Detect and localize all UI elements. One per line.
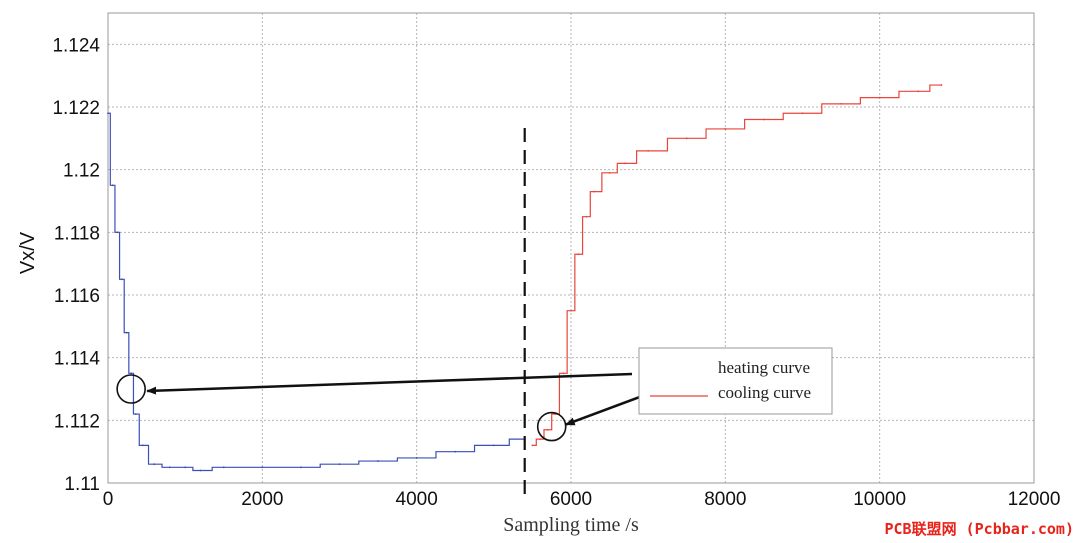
series-point-heating — [492, 444, 495, 447]
annotations — [116, 372, 646, 442]
series-point-cooling — [917, 90, 920, 93]
series-point-cooling — [539, 438, 542, 441]
series-point-heating — [153, 463, 156, 466]
series-line-heating — [108, 112, 525, 472]
series-point-heating — [111, 184, 114, 187]
y-tick-label: 1.112 — [54, 411, 100, 432]
series-point-heating — [134, 413, 137, 415]
series-point-heating — [199, 469, 202, 472]
series-point-cooling — [763, 118, 765, 121]
series-point-cooling — [878, 96, 881, 99]
series-point-heating — [261, 466, 264, 469]
series-point-heating — [377, 460, 379, 462]
series-point-heating — [454, 450, 457, 453]
series-point-heating — [141, 444, 144, 447]
y-tick-label: 1.118 — [54, 223, 100, 244]
y-tick-label: 1.114 — [54, 349, 101, 370]
highlight-circle-heating — [116, 374, 146, 404]
x-axis-ticks: 0 2000 4000 6000 8000 10000 12000 — [103, 489, 1061, 510]
watermark: PCB联盟网 (Pcbbar.com) — [885, 520, 1075, 538]
series-point-cooling — [562, 372, 565, 375]
y-tick-label: 1.11 — [64, 474, 100, 495]
series-point-cooling — [546, 428, 549, 431]
x-tick-label: 2000 — [241, 489, 283, 510]
series-point-cooling — [840, 102, 842, 105]
series-point-cooling — [624, 162, 626, 165]
series-point-heating — [415, 457, 418, 459]
x-axis-label: Sampling time /s — [503, 514, 639, 536]
series-point-heating — [130, 372, 133, 375]
x-tick-label: 12000 — [1008, 489, 1061, 510]
highlight-circle-cooling — [536, 411, 567, 442]
legend-label-cooling: cooling curve — [718, 383, 811, 402]
series-point-heating — [184, 466, 187, 469]
series-point-heating — [120, 278, 123, 281]
series-point-cooling — [531, 444, 534, 447]
x-tick-label: 10000 — [853, 489, 906, 510]
series-point-cooling — [585, 215, 588, 218]
series-point-heating — [125, 331, 128, 334]
y-tick-label: 1.124 — [52, 35, 100, 56]
y-tick-label: 1.116 — [54, 286, 100, 307]
legend: heating curve cooling curve — [638, 347, 833, 415]
series-point-heating — [116, 231, 119, 234]
series-point-cooling — [570, 309, 572, 312]
series-point-cooling — [940, 84, 943, 86]
x-tick-label: 0 — [103, 489, 114, 510]
series-point-cooling — [685, 137, 688, 140]
series-point-heating — [168, 466, 171, 469]
x-tick-label: 4000 — [396, 489, 438, 510]
series-point-heating — [338, 463, 341, 466]
plot-frame — [107, 12, 1035, 484]
y-axis-label: Vx/V — [17, 231, 39, 274]
series-point-heating — [300, 466, 302, 469]
legend-box — [638, 347, 833, 415]
arrow-to-cooling — [564, 393, 646, 426]
series-point-cooling — [801, 112, 804, 115]
x-tick-label: 6000 — [550, 489, 592, 510]
series-point-cooling — [724, 128, 727, 130]
y-tick-label: 1.122 — [52, 98, 100, 119]
series-point-heating — [107, 112, 109, 115]
grid — [108, 13, 1034, 483]
series-point-heating — [222, 466, 225, 469]
series-point-cooling — [593, 190, 596, 193]
arrow-to-heating — [146, 372, 633, 395]
x-tick-label: 8000 — [704, 489, 746, 510]
series-point-cooling — [577, 253, 580, 256]
legend-label-heating: heating curve — [718, 358, 810, 377]
series-point-cooling — [647, 149, 650, 152]
y-tick-label: 1.12 — [63, 161, 100, 182]
y-axis-ticks: 1.11 1.112 1.114 1.116 1.118 1.12 1.122 1.124 — [52, 35, 100, 495]
series-point-cooling — [608, 171, 611, 174]
